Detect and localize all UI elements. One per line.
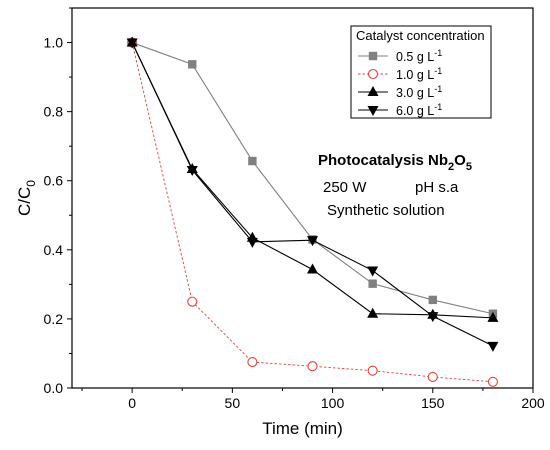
y-tick-label: 0.4 [44,242,64,258]
data-point [307,263,319,274]
plot-frame [71,7,534,389]
annotation-ph: pH s.a [415,179,459,196]
series-layer [126,36,499,387]
legend-item: 3.0 g L-1 [358,84,442,100]
y-tick-label: 0.8 [44,104,64,120]
series-3 [126,38,499,352]
legend-item: 6.0 g L-1 [358,102,442,118]
y-axis-title: C/C0 [15,180,38,216]
data-point [307,361,318,372]
x-axis-title: Time (min) [262,419,343,438]
legend-marker [367,86,379,96]
data-point [126,38,138,49]
x-tick-label: 100 [321,395,345,411]
data-point [248,156,257,166]
legend-label: 0.5 g L-1 [396,48,442,64]
y-tick-label: 1.0 [44,35,64,51]
axis-ticks: 0 50 100 150 200 0.0 0.2 0.4 0.6 0.8 1.0 [44,7,545,411]
x-tick-label: 50 [225,395,241,411]
data-point [427,312,439,323]
legend-item: 0.5 g L-1 [358,48,442,64]
annotation-photocatalysis-main: Photocatalysis Nb [318,152,448,169]
x-tick-label: 150 [421,395,445,411]
data-point [187,296,198,307]
legend-label: 1.0 g L-1 [396,66,442,82]
data-point [188,60,197,69]
x-tick-label: 0 [128,395,136,411]
data-point [487,341,499,352]
y-tick-label: 0.2 [44,311,64,327]
annotation-sub-5: 5 [466,161,472,173]
annotation-sub-2: 2 [448,161,454,173]
data-point [368,279,377,288]
legend-label: 3.0 g L-1 [396,84,442,100]
data-point [427,371,438,382]
data-point [367,266,379,277]
data-point [367,307,379,318]
annotation-solution: Synthetic solution [327,202,445,219]
legend-marker [367,106,379,116]
data-point [247,357,258,368]
legend-marker [367,68,379,80]
y-axis-title-main: C/C [15,187,34,216]
data-point [367,365,378,376]
data-point [487,311,499,322]
legend-items: 0.5 g L-1 1.0 g L-1 3.0 g L-1 6.0 g L-1 [358,48,442,118]
data-point [186,166,198,177]
annotations: Photocatalysis Nb2O5 250 W pH s.a Synthe… [318,152,472,219]
data-point [487,376,498,387]
annotation-photocatalysis: Photocatalysis Nb2O5 [318,152,472,173]
data-point [428,295,437,305]
y-axis-title-sub: 0 [24,180,38,187]
y-tick-label: 0.0 [44,380,64,396]
legend: Catalyst concentration 0.5 g L-1 1.0 g L-… [350,25,492,119]
x-tick-label: 200 [521,395,545,411]
annotation-o: O [454,152,466,169]
legend-item: 1.0 g L-1 [358,66,442,82]
legend-title: Catalyst concentration [356,28,485,43]
y-tick-label: 0.6 [44,173,64,189]
annotation-power: 250 W [323,179,367,196]
data-point [246,237,258,248]
legend-marker [368,51,378,61]
legend-label: 6.0 g L-1 [396,102,442,118]
data-point [307,236,319,247]
